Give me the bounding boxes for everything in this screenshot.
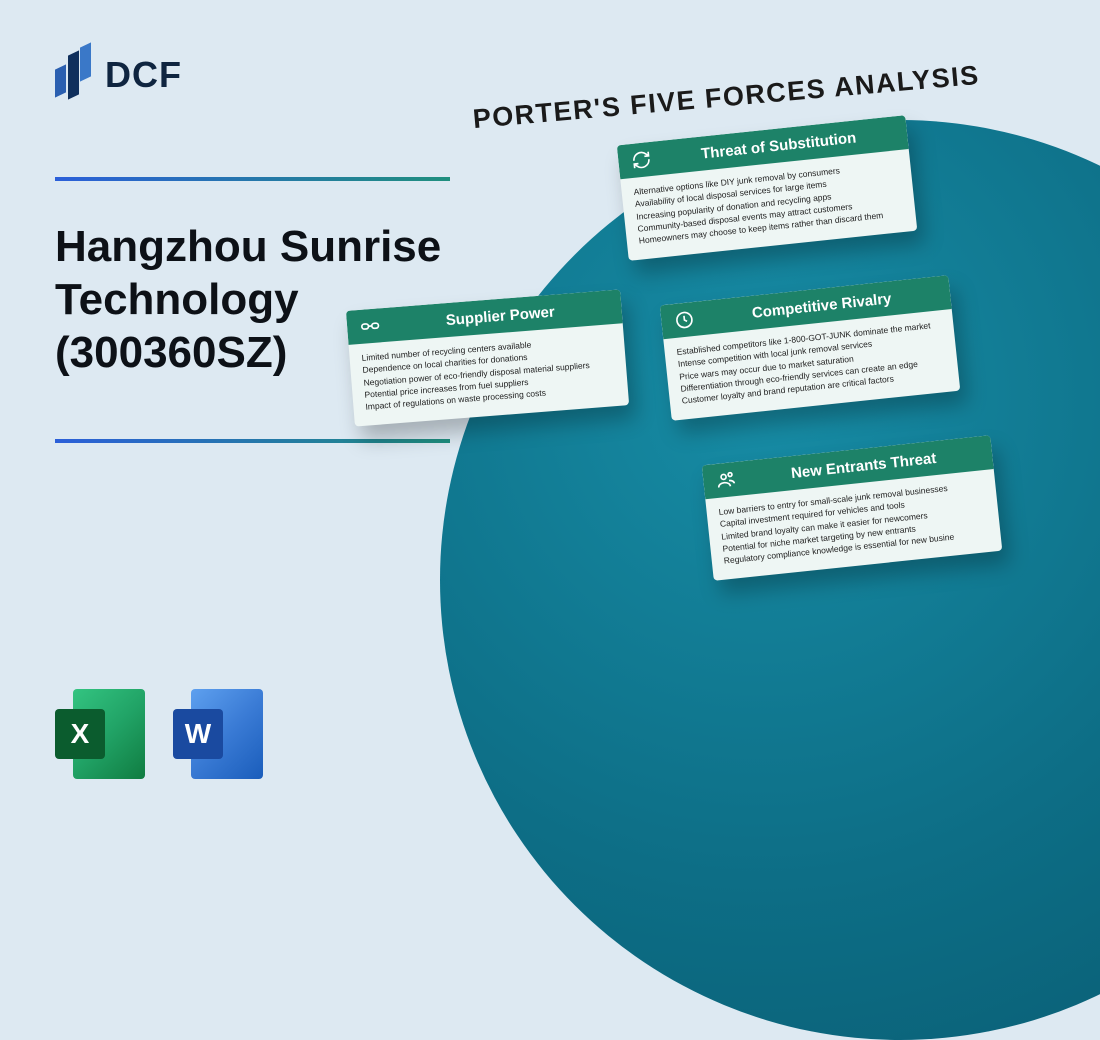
link-icon (358, 314, 382, 338)
card-supplier: Supplier Power Limited number of recycli… (346, 289, 629, 426)
refresh-icon (629, 148, 653, 172)
word-letter: W (173, 709, 223, 759)
divider-top (55, 177, 450, 181)
logo: DCF (55, 45, 475, 105)
excel-letter: X (55, 709, 105, 759)
word-icon[interactable]: W (173, 689, 263, 779)
background-circle (440, 120, 1100, 1040)
logo-text: DCF (105, 54, 182, 96)
excel-icon[interactable]: X (55, 689, 145, 779)
divider-bottom (55, 439, 450, 443)
file-icons: X W (55, 689, 263, 779)
clock-icon (672, 308, 696, 332)
logo-bars-icon (55, 45, 95, 105)
users-icon (714, 468, 738, 492)
